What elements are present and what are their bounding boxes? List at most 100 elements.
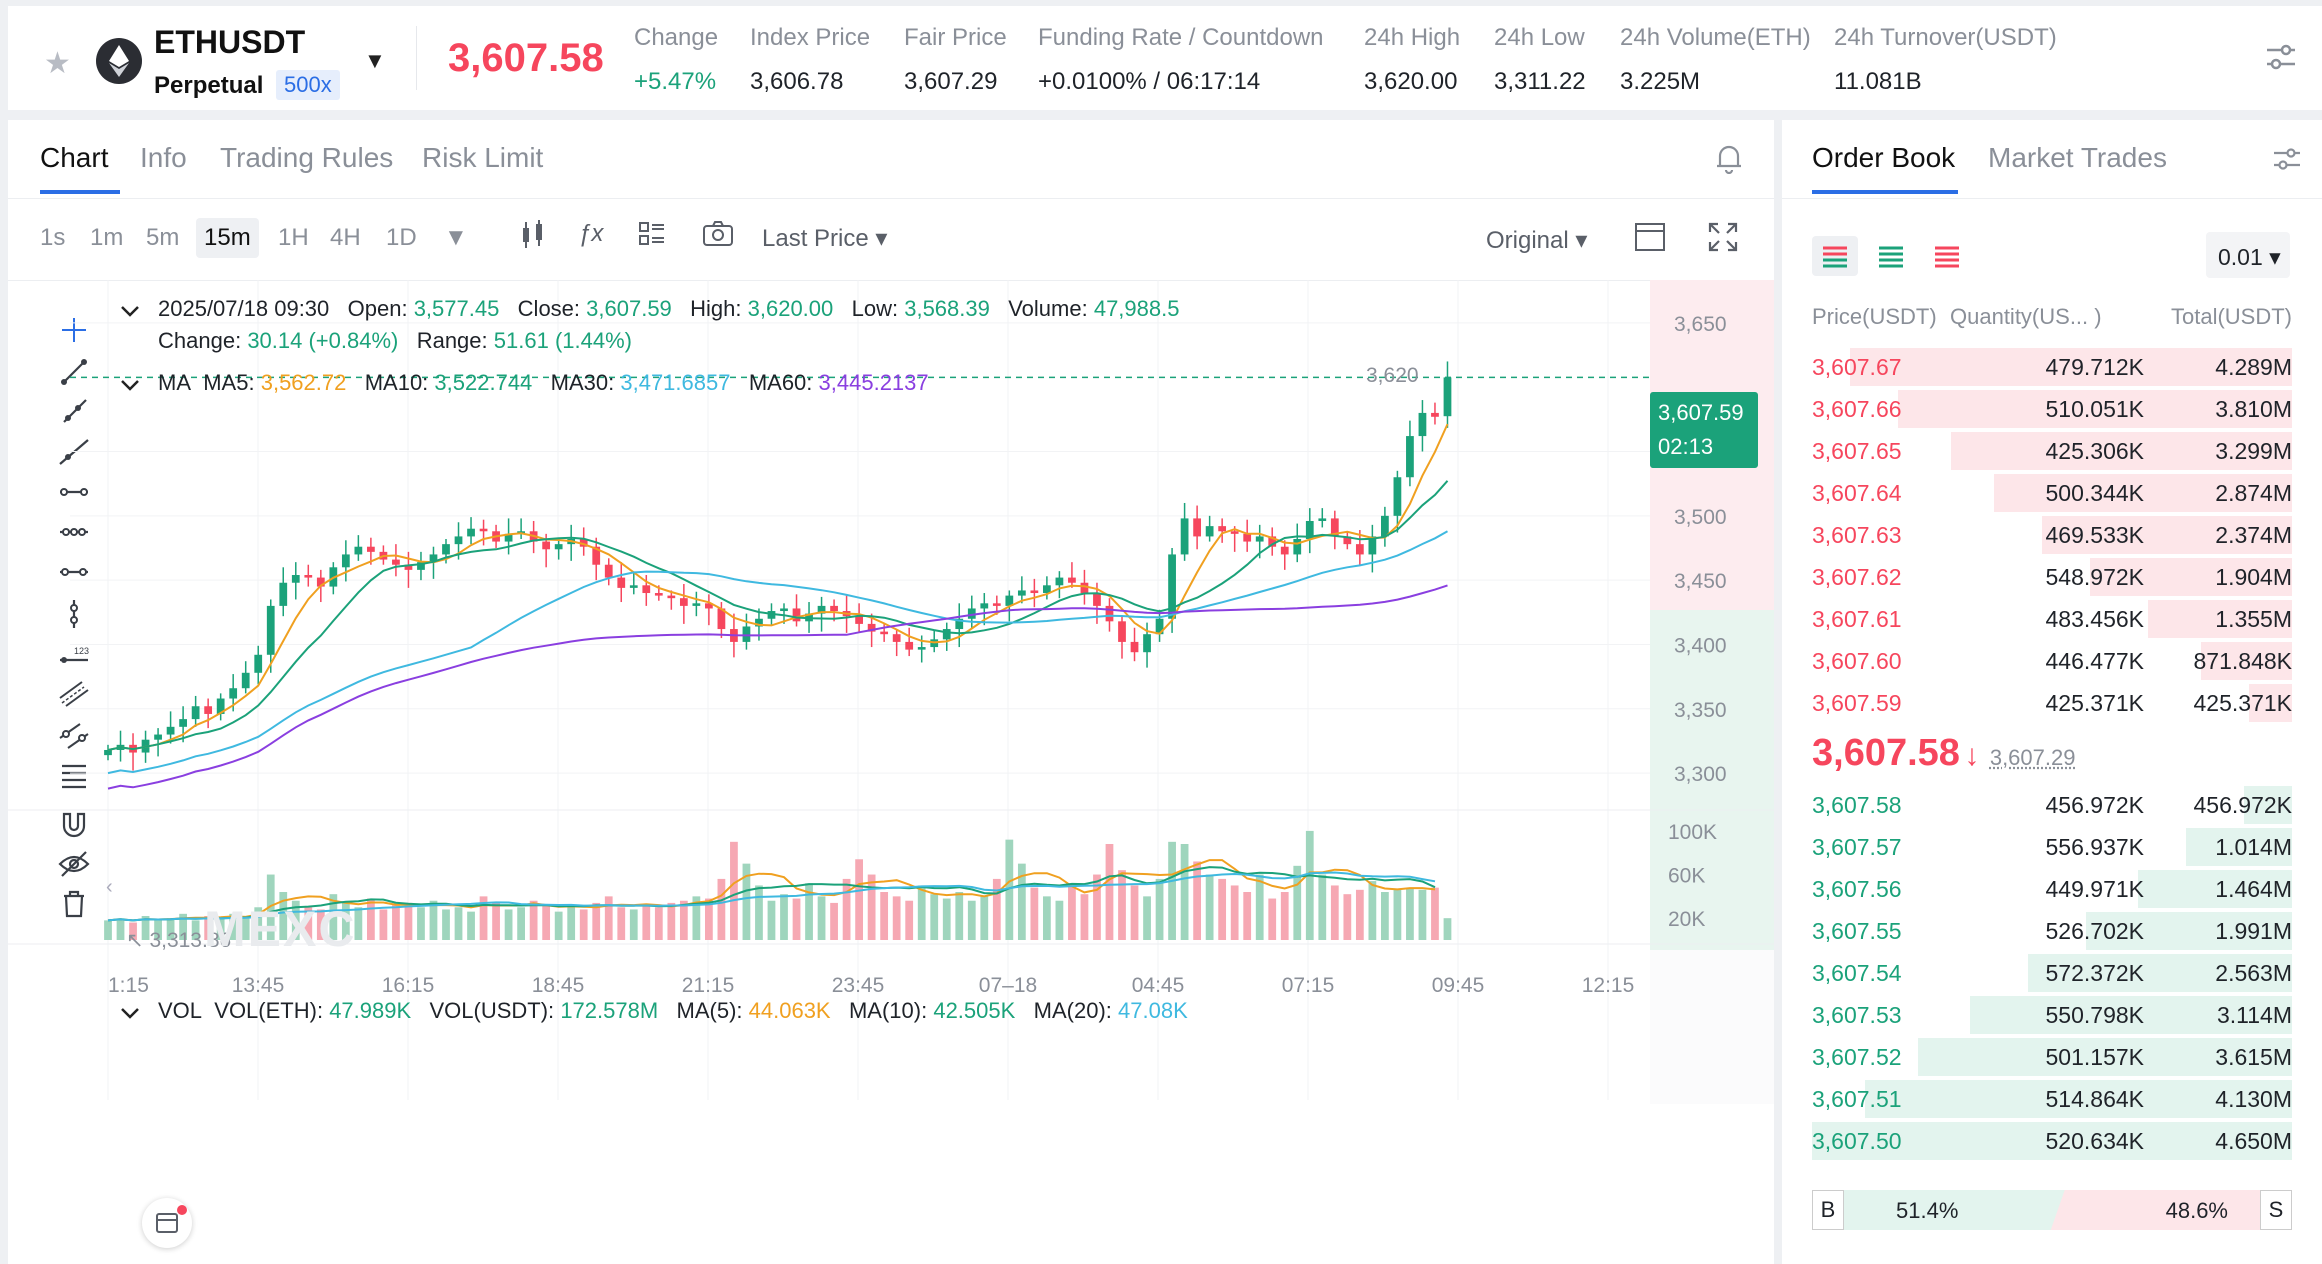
bid-row[interactable]: 3,607.50 520.634K 4.650M <box>1782 1120 2322 1162</box>
delete-trash-icon[interactable] <box>56 886 92 922</box>
symbol-dropdown-icon[interactable]: ▼ <box>364 48 386 73</box>
favorite-star-icon[interactable]: ★ <box>44 47 71 80</box>
bid-row[interactable]: 3,607.54 572.372K 2.563M <box>1782 952 2322 994</box>
ask-row[interactable]: 3,607.59 425.371K 425.371K <box>1782 682 2322 724</box>
volume-bar <box>1443 918 1452 940</box>
vol-legend[interactable]: VOL VOL(ETH): 47.989K VOL(USDT): 172.578… <box>158 998 1206 1024</box>
header-settings-icon[interactable] <box>2264 40 2298 83</box>
ma-legend[interactable]: MA MA5: 3,562.72 MA10: 3,522.744 MA30: 3… <box>158 370 947 396</box>
bid-row[interactable]: 3,607.51 514.864K 4.130M <box>1782 1078 2322 1120</box>
vol_legend-item-label: MA(5): <box>676 998 743 1023</box>
collapse-left-icon[interactable]: ‹ <box>106 876 113 898</box>
bid-row[interactable]: 3,607.56 449.971K 1.464M <box>1782 868 2322 910</box>
tab-chart[interactable]: Chart <box>40 142 109 173</box>
time-axis-label: 09:45 <box>1432 974 1485 997</box>
ma_legend-item-value: 3,471.6857 <box>620 370 731 395</box>
screenshot-camera-icon[interactable] <box>702 220 734 255</box>
horizontal-segment-icon[interactable] <box>56 554 92 590</box>
fib-channel-icon[interactable] <box>56 718 92 754</box>
parallel-channel-icon[interactable] <box>56 676 92 712</box>
volume-bar <box>942 898 951 940</box>
ask-row[interactable]: 3,607.62 548.972K 1.904M <box>1782 556 2322 598</box>
interval-5m[interactable]: 5m <box>146 224 180 251</box>
ray-icon[interactable] <box>56 394 92 430</box>
layout-list-icon[interactable] <box>638 220 666 255</box>
buy-badge: B <box>1812 1190 1844 1230</box>
indicators-fx-icon[interactable]: ƒx <box>578 220 604 247</box>
price-line-icon[interactable]: 123 <box>56 636 92 672</box>
ask-row[interactable]: 3,607.64 500.344K 2.874M <box>1782 472 2322 514</box>
volume-bar <box>892 896 901 940</box>
calendar-event-button[interactable] <box>142 1198 192 1248</box>
ob-view-asks-icon[interactable] <box>1924 236 1970 276</box>
ob-view-bids-icon[interactable] <box>1868 236 1914 276</box>
tab-info[interactable]: Info <box>140 142 187 173</box>
candle-body <box>1318 518 1327 521</box>
hide-drawings-icon[interactable] <box>56 846 92 882</box>
horizontal-ray-icon[interactable] <box>56 514 92 550</box>
symbol-name[interactable]: ETHUSDT <box>154 24 306 60</box>
price-type-dropdown[interactable]: Last Price ▾ <box>762 225 888 252</box>
bid-row[interactable]: 3,607.57 556.937K 1.014M <box>1782 826 2322 868</box>
tab-risk-limit[interactable]: Risk Limit <box>422 142 544 173</box>
ob-view-both-icon[interactable] <box>1812 236 1858 276</box>
ask-row[interactable]: 3,607.63 469.533K 2.374M <box>1782 514 2322 556</box>
candlestick-chart[interactable]: 3,6503,5503,5003,4503,4003,3503,300100K6… <box>8 280 1774 1264</box>
buy-sell-ratio-bar: B 51.4% 48.6% S <box>1812 1190 2292 1230</box>
interval-1D[interactable]: 1D <box>386 224 417 251</box>
row-price: 3,607.62 <box>1812 564 1902 590</box>
col-price: Price(USDT) <box>1812 304 1937 329</box>
tab-order-book[interactable]: Order Book <box>1812 142 1956 173</box>
ma-collapse-icon[interactable] <box>120 372 140 398</box>
trend-line-icon[interactable] <box>56 354 92 390</box>
precision-dropdown[interactable]: 0.01 ▾ <box>2206 232 2290 278</box>
interval-1m[interactable]: 1m <box>90 224 124 251</box>
alert-bell-icon[interactable] <box>1714 142 1744 179</box>
crosshair-icon[interactable] <box>56 312 92 348</box>
view-mode-dropdown[interactable]: Original ▾ <box>1486 227 1588 254</box>
volume-bar <box>1143 896 1151 940</box>
volume-bar <box>154 920 162 940</box>
magnet-icon[interactable] <box>56 806 92 842</box>
ob-settings-icon[interactable] <box>2272 144 2302 179</box>
horizontal-line-icon[interactable] <box>56 474 92 510</box>
tab-market-trades[interactable]: Market Trades <box>1988 142 2167 173</box>
interval-4H[interactable]: 4H <box>330 224 361 251</box>
vol_legend-item-label: VOL(USDT): <box>429 998 555 1023</box>
fullscreen-icon[interactable] <box>1708 222 1738 259</box>
candle-body <box>467 528 475 537</box>
stat-label: 24h Low <box>1494 24 1585 51</box>
volume-bar <box>1118 870 1126 940</box>
depth-bar <box>2028 954 2292 992</box>
ask-row[interactable]: 3,607.60 446.477K 871.848K <box>1782 640 2322 682</box>
interval-15m[interactable]: 15m <box>196 218 259 258</box>
stat-value: +5.47% <box>634 68 717 95</box>
bid-row[interactable]: 3,607.53 550.798K 3.114M <box>1782 994 2322 1036</box>
bid-row[interactable]: 3,607.52 501.157K 3.615M <box>1782 1036 2322 1078</box>
ask-row[interactable]: 3,607.65 425.306K 3.299M <box>1782 430 2322 472</box>
layout-window-icon[interactable] <box>1634 222 1666 259</box>
candle-body <box>1068 577 1076 583</box>
bid-row[interactable]: 3,607.58 456.972K 456.972K <box>1782 784 2322 826</box>
mid-arrow-icon: ↓ <box>1964 739 1980 772</box>
volume-bar <box>1017 863 1026 940</box>
tab-trading-rules[interactable]: Trading Rules <box>220 142 394 173</box>
interval-1H[interactable]: 1H <box>278 224 309 251</box>
bid-row[interactable]: 3,607.55 526.702K 1.991M <box>1782 910 2322 952</box>
ohlc-collapse-icon[interactable] <box>120 298 140 324</box>
depth-bar <box>1994 474 2292 512</box>
interval-1s[interactable]: 1s <box>40 224 66 251</box>
vol-collapse-icon[interactable] <box>120 1000 140 1026</box>
candle-type-icon[interactable] <box>520 220 546 257</box>
ask-row[interactable]: 3,607.61 483.456K 1.355M <box>1782 598 2322 640</box>
more-intervals-icon[interactable]: ▼ <box>444 224 468 251</box>
ask-row[interactable]: 3,607.66 510.051K 3.810M <box>1782 388 2322 430</box>
candle-body <box>229 688 238 699</box>
row-quantity: 425.371K <box>2045 690 2144 716</box>
candle-body <box>1118 621 1126 642</box>
vertical-line-icon[interactable] <box>56 596 92 632</box>
candle-body <box>692 603 701 606</box>
vol_legend-item-label: MA(20): <box>1033 998 1112 1023</box>
ask-row[interactable]: 3,607.67 479.712K 4.289M <box>1782 346 2322 388</box>
row-total: 1.464M <box>2215 876 2292 902</box>
